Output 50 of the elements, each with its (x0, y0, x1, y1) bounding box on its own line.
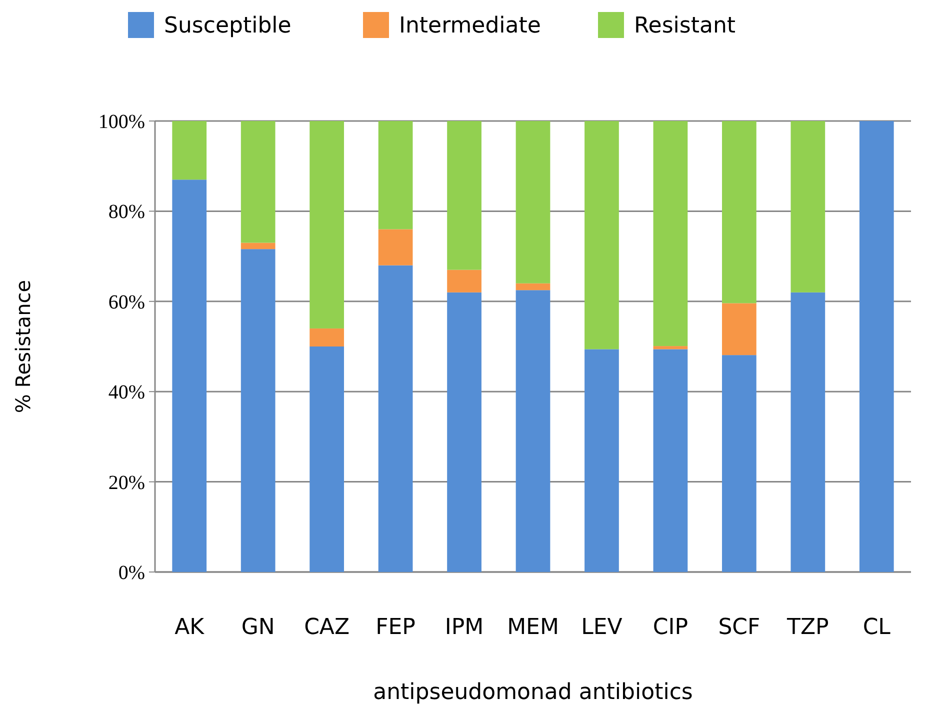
bar (653, 346, 688, 350)
legend-label: Resistant (634, 14, 736, 39)
legend-label: Intermediate (399, 14, 541, 39)
x-tick-label: AK (174, 615, 205, 640)
x-tick-label: GN (241, 615, 275, 640)
bar (516, 121, 550, 284)
x-axis-title: antipseudomonad antibiotics (373, 680, 693, 705)
bar (447, 292, 482, 572)
y-tick-label: 20% (108, 472, 145, 494)
bar (240, 242, 276, 250)
x-tick-label: IPM (444, 615, 484, 640)
legend-label: Susceptible (164, 14, 292, 39)
y-axis-title: % Resistance (11, 280, 35, 414)
y-tick-label: 60% (108, 291, 145, 314)
bar (447, 121, 482, 270)
y-tick-label: 100% (98, 111, 145, 133)
bar (310, 121, 344, 328)
y-tick-label: 40% (108, 382, 145, 404)
bar (240, 249, 276, 572)
x-tick-label: LEV (581, 615, 622, 640)
x-tick-label: CAZ (304, 615, 350, 640)
bar (722, 355, 756, 572)
x-tick-label: SCF (718, 615, 760, 640)
bar (859, 121, 894, 572)
bar (310, 346, 344, 572)
y-tick-label: 80% (108, 201, 145, 224)
bar (172, 180, 207, 572)
bar (584, 121, 619, 350)
bar (790, 292, 826, 572)
bar (172, 121, 207, 180)
x-tick-label: CL (862, 615, 892, 640)
bar (653, 349, 688, 572)
x-tick-label: CIP (652, 615, 688, 640)
bar (378, 229, 413, 266)
bar (584, 349, 619, 572)
bar (310, 328, 344, 346)
bar (447, 270, 482, 292)
bar (722, 303, 756, 356)
bar (240, 121, 276, 243)
bar (653, 121, 688, 346)
bar (378, 265, 413, 572)
x-tick-label: MEM (507, 615, 559, 640)
bar (790, 121, 826, 292)
bar (516, 290, 550, 572)
bar (378, 121, 413, 230)
y-tick-label: 0% (118, 562, 145, 584)
x-tick-label: TZP (786, 615, 829, 640)
bar (722, 121, 756, 304)
bar (516, 283, 550, 290)
x-tick-label: FEP (376, 615, 416, 640)
